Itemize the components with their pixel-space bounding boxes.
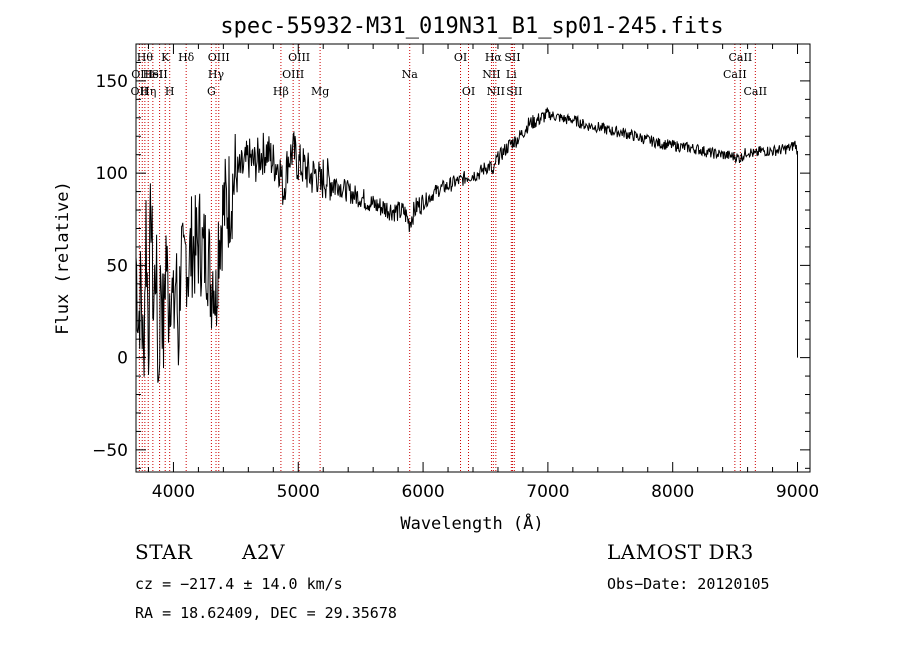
x-axis-ticks: 4000 5000 6000 7000 8000 9000 xyxy=(147,44,819,502)
line-marker-label-27: CaII xyxy=(743,85,767,98)
line-marker-label-17: OI xyxy=(454,51,467,64)
survey-name: LAMOST DR3 xyxy=(607,540,754,564)
line-marker-label-14: OIII xyxy=(288,51,310,64)
line-marker-label-4: HeI xyxy=(143,68,163,81)
y-tick-label: 0 xyxy=(117,349,128,369)
x-tick-label: 6000 xyxy=(401,482,444,502)
line-marker-label-25: CaII xyxy=(723,68,747,81)
line-markers xyxy=(138,44,756,472)
redshift-velocity: cz = −217.4 ± 14.0 km/s xyxy=(135,575,343,593)
y-tick-label: −50 xyxy=(92,441,128,461)
line-marker-label-10: Hγ xyxy=(208,68,225,81)
line-marker-label-2: Hθ xyxy=(137,51,154,64)
line-marker-label-12: Hβ xyxy=(273,85,289,98)
y-tick-label: 100 xyxy=(96,164,128,184)
y-tick-label: 150 xyxy=(96,72,128,92)
line-marker-label-16: Na xyxy=(402,68,419,81)
chart-title: spec-55932-M31_019N31_B1_sp01-245.fits xyxy=(220,14,723,39)
coordinates: RA = 18.62409, DEC = 29.35678 xyxy=(135,604,397,622)
y-axis-label: Flux (relative) xyxy=(53,181,73,335)
y-tick-label: 50 xyxy=(106,256,128,276)
line-marker-label-24: SII xyxy=(506,85,522,98)
line-marker-label-7: H xyxy=(165,85,175,98)
line-marker-label-23: SII xyxy=(504,51,520,64)
line-marker-label-0: OII xyxy=(131,85,149,98)
line-marker-label-26: CaII xyxy=(729,51,753,64)
line-marker-label-13: OIII xyxy=(282,68,304,81)
x-tick-label: 5000 xyxy=(277,482,320,502)
x-axis-label: Wavelength (Å) xyxy=(400,512,543,534)
line-marker-label-22: Li xyxy=(506,68,517,81)
y-axis-ticks: −50 0 50 100 150 xyxy=(92,43,810,469)
x-tick-label: 8000 xyxy=(651,482,694,502)
plot-frame xyxy=(135,43,811,473)
line-marker-label-3: Hη xyxy=(140,85,156,98)
line-marker-label-18: OI xyxy=(462,85,475,98)
line-marker-label-5: SII xyxy=(151,68,167,81)
line-marker-label-15: Mg xyxy=(311,85,329,98)
object-class: STAR xyxy=(135,540,193,564)
obs-date: Obs−Date: 20120105 xyxy=(607,575,770,593)
line-marker-label-19: NII xyxy=(482,68,500,81)
line-marker-label-8: Hδ xyxy=(178,51,195,64)
line-marker-label-9: G xyxy=(207,85,216,98)
x-tick-label: 4000 xyxy=(152,482,195,502)
subclass: A2V xyxy=(242,540,286,564)
line-marker-label-6: K xyxy=(161,51,170,64)
line-marker-label-21: NII xyxy=(487,85,505,98)
line-marker-labels: OIIOIIIHθHηHeISIIKHHδGHγOIIIHβOIIIOIIIMg… xyxy=(131,51,768,98)
x-tick-label: 7000 xyxy=(526,482,569,502)
x-tick-label: 9000 xyxy=(776,482,819,502)
spectrum-line xyxy=(135,107,798,383)
line-marker-label-11: OIII xyxy=(208,51,230,64)
line-marker-label-20: Hα xyxy=(485,51,503,64)
line-marker-label-1: OIII xyxy=(131,68,153,81)
